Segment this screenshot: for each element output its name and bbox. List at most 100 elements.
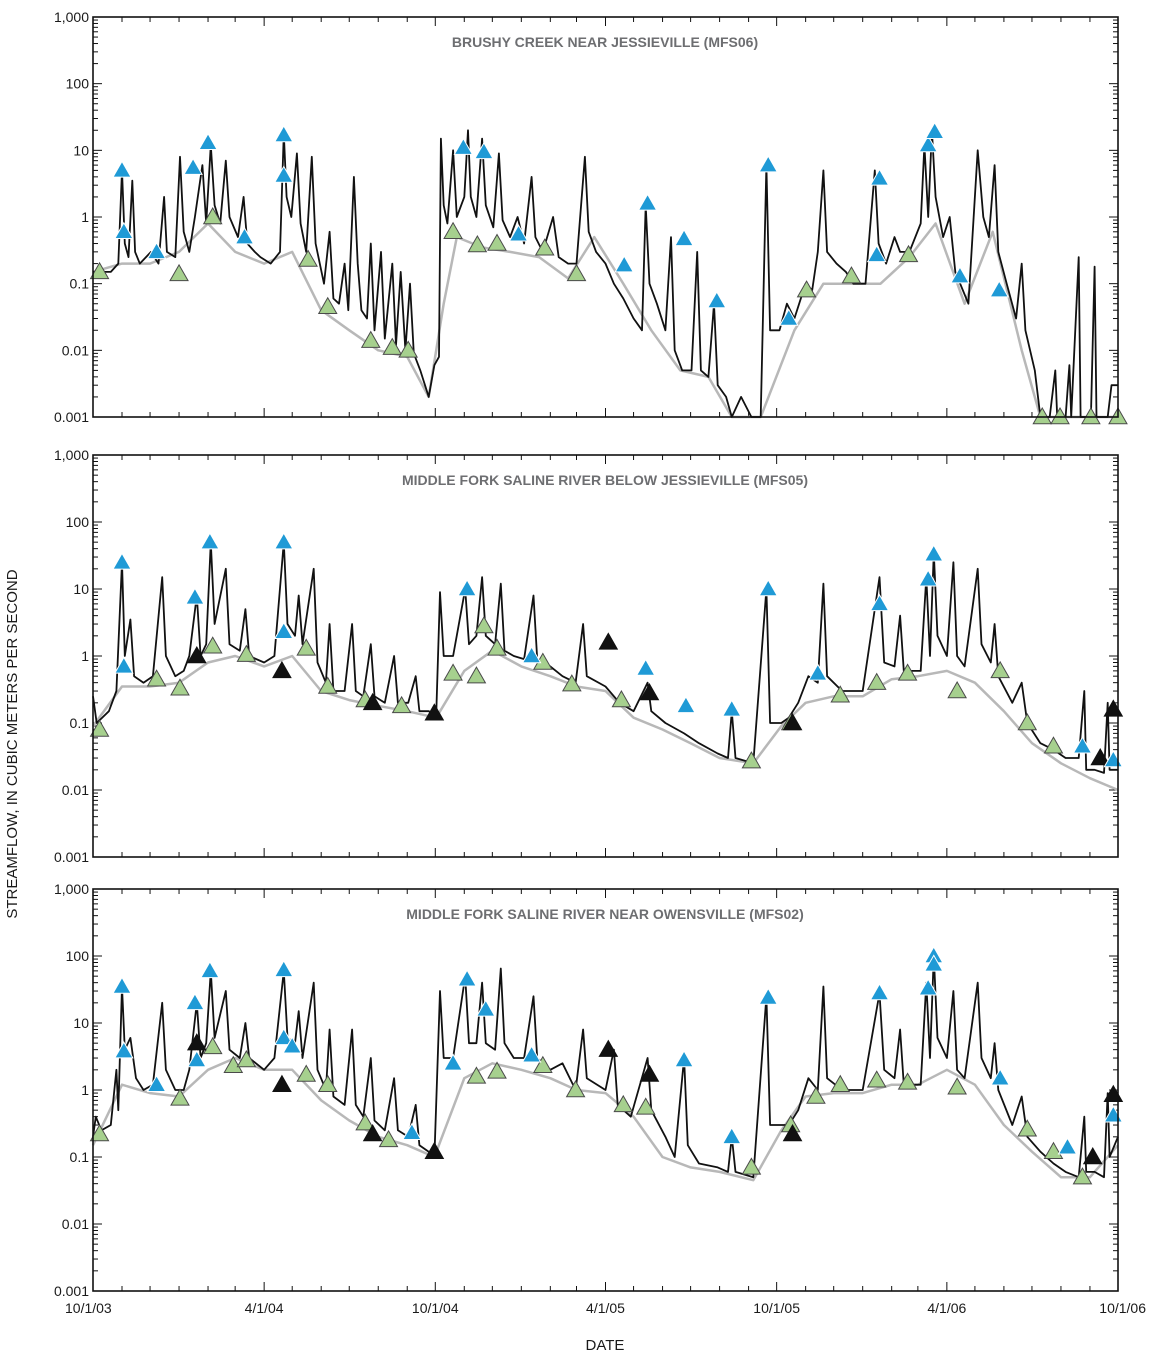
- green-triangle-marker: [236, 644, 257, 662]
- blue-triangle-marker: [146, 1074, 167, 1092]
- green-triangle-marker: [796, 280, 817, 298]
- green-triangle-marker: [202, 206, 223, 225]
- blue-triangle-marker: [453, 137, 474, 155]
- y-tick-label: 1: [81, 1082, 89, 1098]
- y-tick-label: 0.01: [62, 342, 89, 358]
- y-tick-label: 1: [81, 209, 89, 225]
- y-tick-label: 1: [81, 648, 89, 664]
- green-triangle-marker: [298, 249, 318, 267]
- green-triangle-marker: [1043, 736, 1064, 754]
- green-triangle-marker: [990, 660, 1011, 679]
- green-triangle-marker: [443, 221, 463, 240]
- black-triangle-marker: [272, 1074, 292, 1092]
- blue-triangle-marker: [114, 656, 134, 674]
- plot-frame: [92, 454, 1119, 858]
- x-tick-label: 4/1/06: [927, 1300, 966, 1316]
- blue-triangle-marker: [475, 999, 496, 1017]
- y-tick-label: 0.001: [54, 1283, 89, 1299]
- axis-ticks: [93, 17, 1118, 417]
- blue-triangle-marker: [200, 960, 220, 979]
- green-triangle-marker: [443, 663, 463, 681]
- blue-triangle-marker: [674, 228, 694, 247]
- black-triangle-marker: [362, 1124, 383, 1142]
- plot-frame: [92, 16, 1119, 418]
- green-triangle-marker: [534, 238, 555, 256]
- black-triangle-marker: [1090, 748, 1111, 766]
- panel-title: MIDDLE FORK SALINE RIVER BELOW JESSIEVIL…: [402, 472, 808, 488]
- streamflow-line: [92, 541, 1118, 774]
- green-triangle-marker: [830, 685, 851, 703]
- blue-triangle-marker: [989, 280, 1010, 298]
- green-triangle-marker: [566, 263, 587, 282]
- green-triangle-marker: [532, 1055, 553, 1074]
- x-tick-label: 10/1/04: [412, 1300, 459, 1316]
- blue-triangle-marker: [521, 1045, 542, 1063]
- axis-ticks: [93, 889, 1118, 1291]
- black-triangle-marker: [782, 1124, 803, 1142]
- panel-3: 1,000 100 10 1 0.1 0.01 0.001 MIDDLE FORK SALIN…: [54, 881, 1124, 1299]
- blue-triangle-marker: [758, 987, 779, 1005]
- blue-triangle-marker: [112, 160, 132, 178]
- y-tick-label: 0.01: [62, 782, 89, 798]
- y-tick-label: 0.01: [62, 1216, 89, 1232]
- x-tick-label: 10/1/03: [65, 1300, 112, 1316]
- blue-triangle-marker: [614, 255, 635, 273]
- y-tick-label: 0.001: [54, 849, 89, 865]
- streamflow-line: [93, 129, 1118, 418]
- black-triangle-marker: [424, 703, 445, 721]
- y-tick-label: 100: [66, 514, 90, 530]
- blue-triangle-marker: [990, 1068, 1011, 1086]
- blue-triangle-marker: [273, 1027, 294, 1046]
- y-tick-label: 1,000: [54, 9, 89, 25]
- blue-triangle-marker: [282, 1036, 303, 1054]
- blue-triangle-marker: [114, 1041, 134, 1059]
- blue-triangle-marker: [185, 587, 205, 605]
- blue-triangle-marker: [918, 569, 939, 587]
- blue-triangle-marker: [273, 124, 294, 143]
- green-triangle-marker: [360, 330, 381, 348]
- blue-triangle-marker: [676, 695, 696, 714]
- black-triangle-marker: [639, 1064, 660, 1082]
- green-triangle-marker: [89, 1124, 110, 1142]
- blue-triangle-marker: [1103, 750, 1124, 768]
- green-triangle-marker: [1017, 1119, 1038, 1137]
- blue-triangle-marker: [721, 1126, 742, 1145]
- y-tick-label: 0.1: [70, 276, 90, 292]
- y-tick-label: 0.1: [70, 715, 90, 731]
- green-triangle-marker: [561, 674, 582, 692]
- baseflow-line: [92, 222, 1118, 419]
- y-tick-label: 100: [66, 76, 90, 92]
- blue-triangle-marker: [443, 1053, 463, 1071]
- black-triangle-marker: [362, 692, 383, 711]
- blue-triangle-marker: [923, 544, 944, 562]
- x-tick-label: 4/1/05: [586, 1300, 625, 1316]
- blue-triangle-marker: [918, 135, 939, 153]
- blue-triangle-marker: [866, 244, 887, 263]
- blue-triangle-marker: [918, 978, 939, 996]
- panel-title: BRUSHY CREEK NEAR JESSIEVILLE (MFS06): [452, 34, 758, 50]
- blue-triangle-marker: [183, 157, 203, 175]
- green-triangle-marker: [89, 261, 110, 280]
- blue-triangle-marker: [950, 266, 970, 284]
- green-triangle-marker: [1032, 406, 1053, 425]
- green-triangle-marker: [897, 663, 918, 681]
- black-triangle-marker: [1082, 1146, 1103, 1165]
- blue-triangle-marker: [1057, 1137, 1078, 1155]
- green-triangle-marker: [487, 638, 507, 656]
- blue-triangle-marker: [807, 663, 828, 681]
- y-tick-label: 0.001: [54, 409, 89, 425]
- y-tick-label: 10: [73, 142, 89, 158]
- green-triangle-marker: [391, 695, 412, 714]
- green-triangle-marker: [1081, 406, 1101, 425]
- black-triangle-marker: [598, 1039, 619, 1057]
- x-tick-label: 4/1/04: [245, 1300, 284, 1316]
- green-triangle-marker: [170, 1088, 190, 1106]
- blue-triangle-marker: [674, 1050, 694, 1068]
- green-triangle-marker: [236, 1050, 257, 1068]
- black-triangle-marker: [186, 645, 207, 664]
- blue-triangle-marker: [402, 1122, 422, 1141]
- green-triangle-marker: [1017, 712, 1038, 731]
- y-tick-label: 1,000: [54, 881, 89, 897]
- blue-triangle-marker: [758, 155, 779, 173]
